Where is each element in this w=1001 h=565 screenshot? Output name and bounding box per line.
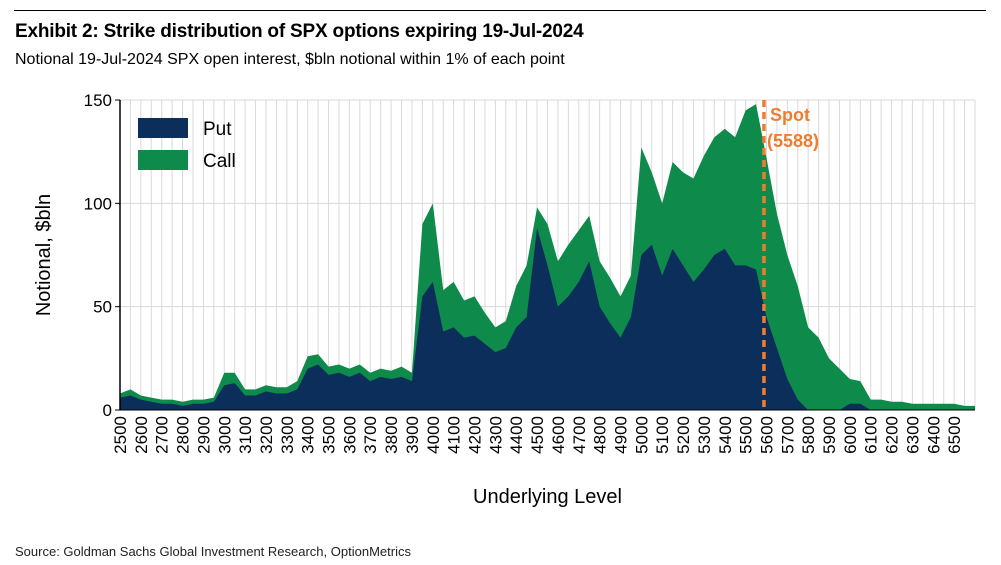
x-tick-3900: 3900 <box>403 416 422 454</box>
y-tick-50: 50 <box>93 298 112 317</box>
x-tick-3000: 3000 <box>215 416 234 454</box>
x-tick-4400: 4400 <box>507 416 526 454</box>
legend-call-label: Call <box>203 151 236 172</box>
x-tick-5800: 5800 <box>799 416 818 454</box>
x-tick-3400: 3400 <box>299 416 318 454</box>
top-rule <box>14 10 986 11</box>
x-tick-3600: 3600 <box>340 416 359 454</box>
x-tick-5200: 5200 <box>674 416 693 454</box>
source-note: Source: Goldman Sachs Global Investment … <box>15 544 411 559</box>
x-tick-6000: 6000 <box>841 416 860 454</box>
y-tick-100: 100 <box>84 194 112 213</box>
x-tick-5600: 5600 <box>757 416 776 454</box>
x-tick-5000: 5000 <box>632 416 651 454</box>
x-tick-6400: 6400 <box>924 416 943 454</box>
x-tick-2600: 2600 <box>132 416 151 454</box>
x-tick-2500: 2500 <box>111 416 130 454</box>
x-tick-6100: 6100 <box>862 416 881 454</box>
x-tick-2700: 2700 <box>153 416 172 454</box>
x-tick-3200: 3200 <box>257 416 276 454</box>
x-tick-4100: 4100 <box>445 416 464 454</box>
x-tick-3300: 3300 <box>278 416 297 454</box>
x-tick-5500: 5500 <box>737 416 756 454</box>
x-tick-3500: 3500 <box>320 416 339 454</box>
spot-value-label: (5588) <box>767 131 819 151</box>
x-tick-labels: 2500 2600 2700 2800 2900 3000 3100 3200 3300 3400… <box>111 416 964 454</box>
x-tick-5700: 5700 <box>778 416 797 454</box>
stacked-areas <box>120 104 975 410</box>
x-tick-4500: 4500 <box>528 416 547 454</box>
y-tick-labels: 0 50 100 150 <box>84 91 120 420</box>
x-tick-4600: 4600 <box>549 416 568 454</box>
x-tick-3800: 3800 <box>382 416 401 454</box>
x-axis-label: Underlying Level <box>473 486 622 508</box>
y-tick-0: 0 <box>103 401 112 420</box>
x-tick-5900: 5900 <box>820 416 839 454</box>
x-tick-5300: 5300 <box>695 416 714 454</box>
legend: Put Call <box>138 118 236 172</box>
x-tick-4900: 4900 <box>611 416 630 454</box>
x-tick-5400: 5400 <box>716 416 735 454</box>
spot-label: Spot <box>770 105 810 125</box>
x-tick-5100: 5100 <box>653 416 672 454</box>
x-tick-3100: 3100 <box>236 416 255 454</box>
put-series-area <box>120 228 975 410</box>
x-tick-6200: 6200 <box>883 416 902 454</box>
x-tick-2900: 2900 <box>194 416 213 454</box>
x-tick-4000: 4000 <box>424 416 443 454</box>
x-tick-2800: 2800 <box>174 416 193 454</box>
exhibit-title: Exhibit 2: Strike distribution of SPX op… <box>15 21 584 42</box>
x-tick-4800: 4800 <box>591 416 610 454</box>
legend-put-swatch <box>138 118 188 138</box>
y-tick-150: 150 <box>84 91 112 110</box>
x-tick-6300: 6300 <box>903 416 922 454</box>
legend-put-label: Put <box>203 119 232 140</box>
x-tick-4700: 4700 <box>570 416 589 454</box>
x-tick-4200: 4200 <box>466 416 485 454</box>
exhibit-subtitle: Notional 19-Jul-2024 SPX open interest, … <box>15 51 565 68</box>
axes <box>119 100 975 411</box>
x-tick-4300: 4300 <box>486 416 505 454</box>
x-tick-3700: 3700 <box>361 416 380 454</box>
legend-call-swatch <box>138 150 188 170</box>
x-tick-6500: 6500 <box>945 416 964 454</box>
y-axis-label: Notional, $bln <box>33 194 55 316</box>
